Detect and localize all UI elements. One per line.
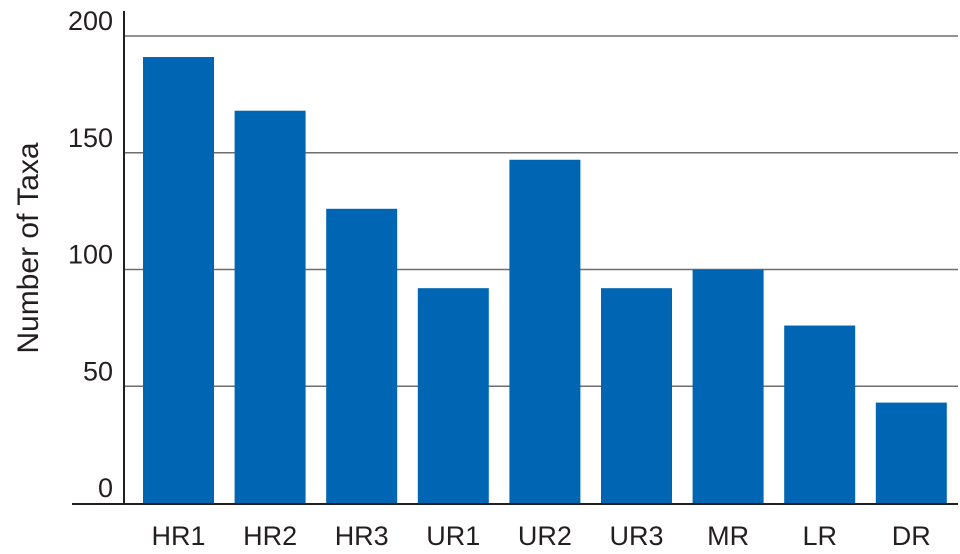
x-tick-label-ur1: UR1	[426, 521, 480, 549]
x-tick-label-mr: MR	[707, 521, 749, 549]
y-axis-title: Number of Taxa	[12, 142, 45, 354]
x-tick-labels: HR1 HR2 HR3 UR1 UR2 UR3 MR LR DR	[151, 521, 931, 551]
axes	[72, 11, 958, 505]
x-tick-label-hr2: HR2	[243, 521, 297, 549]
bar-dr	[875, 402, 947, 503]
y-tick-label: 0	[98, 473, 113, 503]
bar-hr1	[143, 57, 214, 503]
x-tick-label-hr3: HR3	[335, 521, 389, 549]
bar-mr	[692, 269, 764, 503]
y-tick-labels: 0 50 100 150 200	[68, 6, 113, 503]
y-tick-label: 50	[83, 356, 113, 386]
bar-lr	[784, 325, 856, 503]
x-tick-label-lr: LR	[802, 521, 837, 549]
y-tick-label: 200	[68, 6, 113, 36]
bars	[143, 57, 947, 504]
bar-ur3	[601, 288, 672, 503]
x-tick-label-ur3: UR3	[609, 521, 663, 549]
y-tick-label: 100	[68, 240, 113, 270]
bar-ur1	[417, 288, 489, 503]
y-tick-label: 150	[68, 123, 113, 153]
x-tick-label-ur2: UR2	[518, 521, 572, 549]
bar-ur2	[509, 159, 581, 503]
bar-hr2	[234, 110, 306, 503]
x-tick-label-hr1: HR1	[151, 521, 205, 549]
x-tick-label-dr: DR	[892, 521, 931, 549]
bar-hr3	[326, 208, 398, 504]
